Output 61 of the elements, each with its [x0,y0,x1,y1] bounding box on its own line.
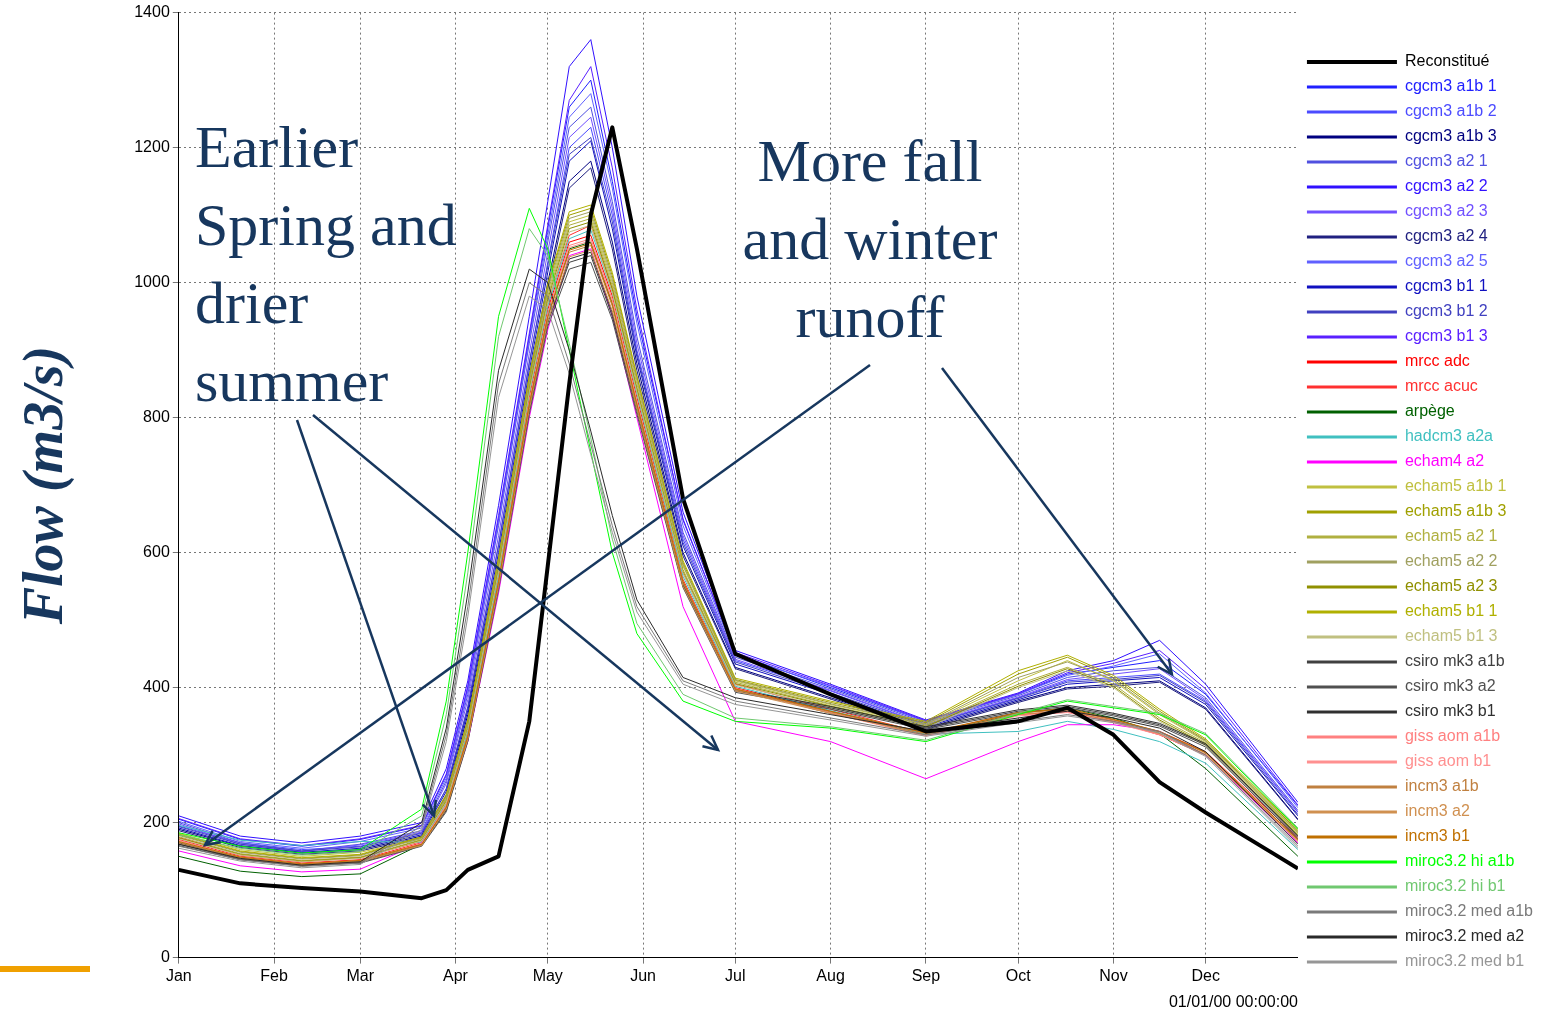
x-tick-label: Dec [1191,966,1220,984]
text: cgcm3 a2 2 [1404,177,1488,195]
y-tick-label: 1000 [134,273,170,291]
text: incm3 b1 [1404,827,1470,845]
text: miroc3.2 med b1 [1404,952,1525,970]
text: miroc3.2 med a1b [1404,902,1534,920]
annotation: Earlier Spring and drier summer [195,113,458,416]
text: cgcm3 a1b 2 [1404,102,1497,120]
x-tick-label: Sep [911,966,941,984]
text: echam5 a1b 1 [1404,477,1507,495]
text: cgcm3 a2 5 [1404,252,1488,270]
text: cgcm3 b1 1 [1404,277,1488,295]
text: cgcm3 a1b 3 [1404,127,1497,145]
text: giss aom b1 [1404,752,1492,770]
y-tick-label: 200 [143,813,170,831]
text: echam5 b1 1 [1404,602,1498,620]
text: arpège [1404,402,1455,420]
x-tick-label: Jul [725,966,746,984]
text: giss aom a1b [1404,727,1501,745]
text: cgcm3 a2 1 [1404,152,1488,170]
y-tick-label: 1400 [134,3,170,21]
y-tick-label: 800 [143,408,170,426]
annotation: More fall and winter runoff [741,127,999,352]
text: echam5 a2 3 [1404,577,1498,595]
text: echam4 a2 [1404,452,1485,470]
x-tick-label: Jun [630,966,656,984]
text: csiro mk3 a1b [1404,652,1505,670]
x-tick-label: Apr [443,966,469,984]
x-tick-label: Mar [346,966,375,984]
text: cgcm3 b1 2 [1404,302,1488,320]
text: Reconstitué [1404,52,1490,70]
text: mrcc acuc [1404,377,1478,395]
text: echam5 a1b 3 [1404,502,1507,520]
x-tick-label: Jan [165,966,192,984]
text: cgcm3 a1b 1 [1404,77,1497,95]
y-tick-label: 0 [160,948,170,966]
y-tick-label: 600 [143,543,170,561]
text: cgcm3 a2 3 [1404,202,1488,220]
text: echam5 b1 3 [1404,627,1498,645]
y-tick-label: 1200 [134,138,170,156]
text: hadcm3 a2a [1404,427,1494,445]
text: cgcm3 b1 3 [1404,327,1488,345]
x-tick-label: Oct [1005,966,1032,984]
text: incm3 a2 [1404,802,1470,820]
x-tick-label: May [532,966,563,984]
text: incm3 a1b [1404,777,1479,795]
text: cgcm3 a2 4 [1404,227,1488,245]
x-tick-label: Nov [1099,966,1128,984]
text: mrcc adc [1404,352,1470,370]
text: csiro mk3 b1 [1404,702,1496,720]
x-tick-label: Aug [816,966,845,984]
x-axis-title: 01/01/00 00:00:00 [1168,992,1299,1010]
text: echam5 a2 1 [1404,527,1498,545]
text: csiro mk3 a2 [1404,677,1496,695]
text: echam5 a2 2 [1404,552,1498,570]
y-axis-title: Flow (m3/s) [12,345,76,626]
y-tick-label: 400 [143,678,170,696]
text: miroc3.2 med a2 [1404,927,1525,945]
text: miroc3.2 hi b1 [1404,877,1506,895]
text: miroc3.2 hi a1b [1404,852,1515,870]
x-tick-label: Feb [260,966,288,984]
